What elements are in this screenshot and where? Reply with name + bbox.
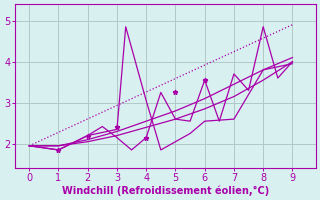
X-axis label: Windchill (Refroidissement éolien,°C): Windchill (Refroidissement éolien,°C) (61, 185, 269, 196)
